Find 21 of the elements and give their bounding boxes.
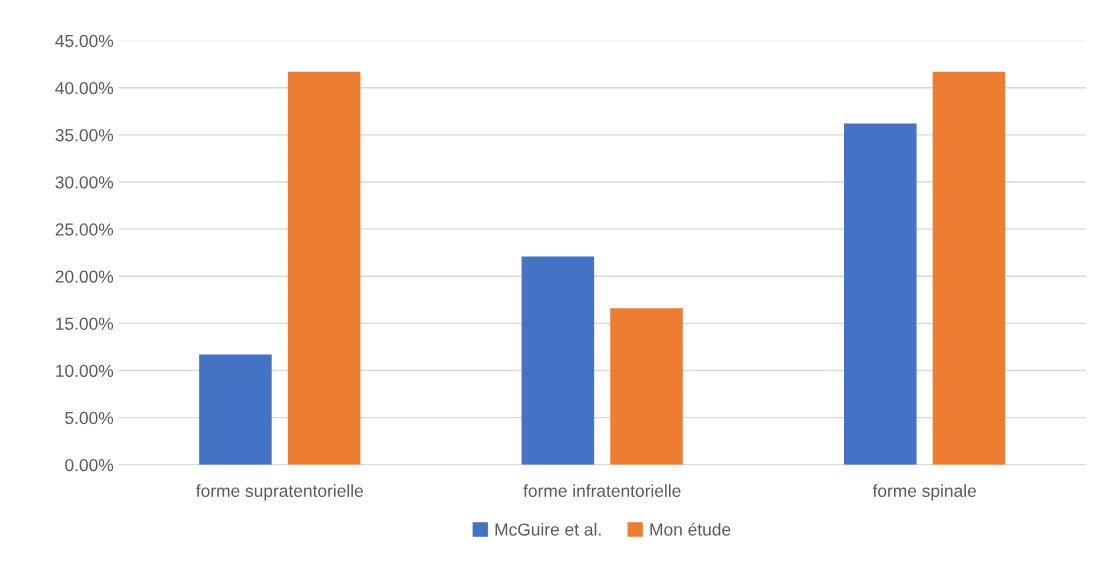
- bar: [199, 354, 272, 465]
- y-tick-label: 25.00%: [55, 223, 114, 236]
- bar: [844, 123, 917, 465]
- x-tick-label: forme spinale: [872, 484, 976, 501]
- legend-label: Mon étude: [650, 522, 731, 536]
- y-tick-label: 40.00%: [55, 81, 114, 95]
- y-tick-label: 30.00%: [55, 176, 114, 189]
- y-tick-label: 35.00%: [55, 129, 114, 142]
- bar: [610, 308, 683, 465]
- bar: [287, 71, 361, 465]
- bar: [521, 256, 595, 465]
- y-tick-label: 0.00%: [65, 458, 114, 472]
- legend-label: McGuire et al.: [495, 522, 601, 536]
- y-tick-label: 45.00%: [55, 34, 114, 48]
- y-tick-label: 5.00%: [65, 411, 114, 425]
- y-tick-label: 10.00%: [56, 364, 114, 378]
- x-tick-label: forme supratentorielle: [196, 484, 363, 501]
- x-tick-label: forme infratentorielle: [523, 484, 681, 497]
- bar: [932, 71, 1006, 465]
- y-tick-label: 20.00%: [55, 270, 114, 283]
- y-tick-label: 15.00%: [56, 317, 114, 330]
